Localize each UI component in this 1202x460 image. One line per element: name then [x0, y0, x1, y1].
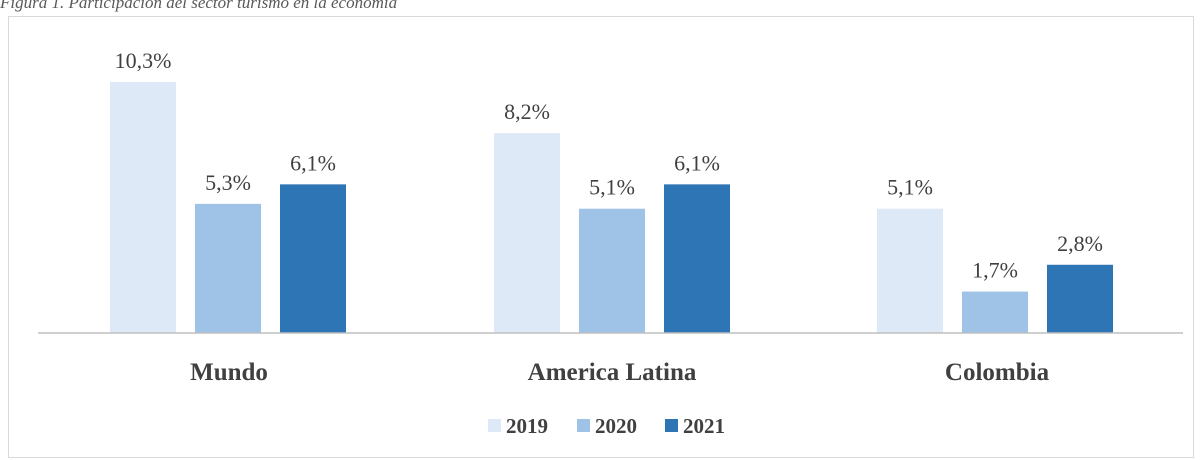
legend-label: 2020	[595, 414, 637, 438]
data-label: 10,3%	[115, 48, 172, 73]
category-label: America Latina	[528, 359, 697, 386]
bar-2020-mundo	[195, 204, 261, 333]
legend-label: 2019	[506, 414, 548, 438]
bar-2021-america-latina	[664, 184, 730, 333]
legend-swatch-2020	[577, 419, 590, 432]
category-label: Mundo	[190, 359, 268, 386]
data-label: 5,1%	[887, 175, 933, 200]
legend-label: 2021	[683, 414, 725, 438]
bar-2019-colombia	[877, 209, 943, 333]
data-label: 2,8%	[1057, 231, 1103, 256]
bar-2021-colombia	[1047, 265, 1113, 333]
data-label: 8,2%	[504, 99, 550, 124]
legend-swatch-2021	[665, 419, 678, 432]
bar-2021-mundo	[280, 184, 346, 333]
data-label: 5,3%	[205, 170, 251, 195]
data-label: 1,7%	[972, 258, 1018, 283]
data-label: 6,1%	[290, 150, 336, 175]
bar-2019-america-latina	[494, 133, 560, 333]
legend-swatch-2019	[488, 419, 501, 432]
bar-2020-colombia	[962, 292, 1028, 333]
data-label: 6,1%	[674, 150, 720, 175]
bar-2019-mundo	[110, 82, 176, 333]
bar-2020-america-latina	[579, 209, 645, 333]
data-label: 5,1%	[589, 175, 635, 200]
category-label: Colombia	[945, 359, 1050, 386]
